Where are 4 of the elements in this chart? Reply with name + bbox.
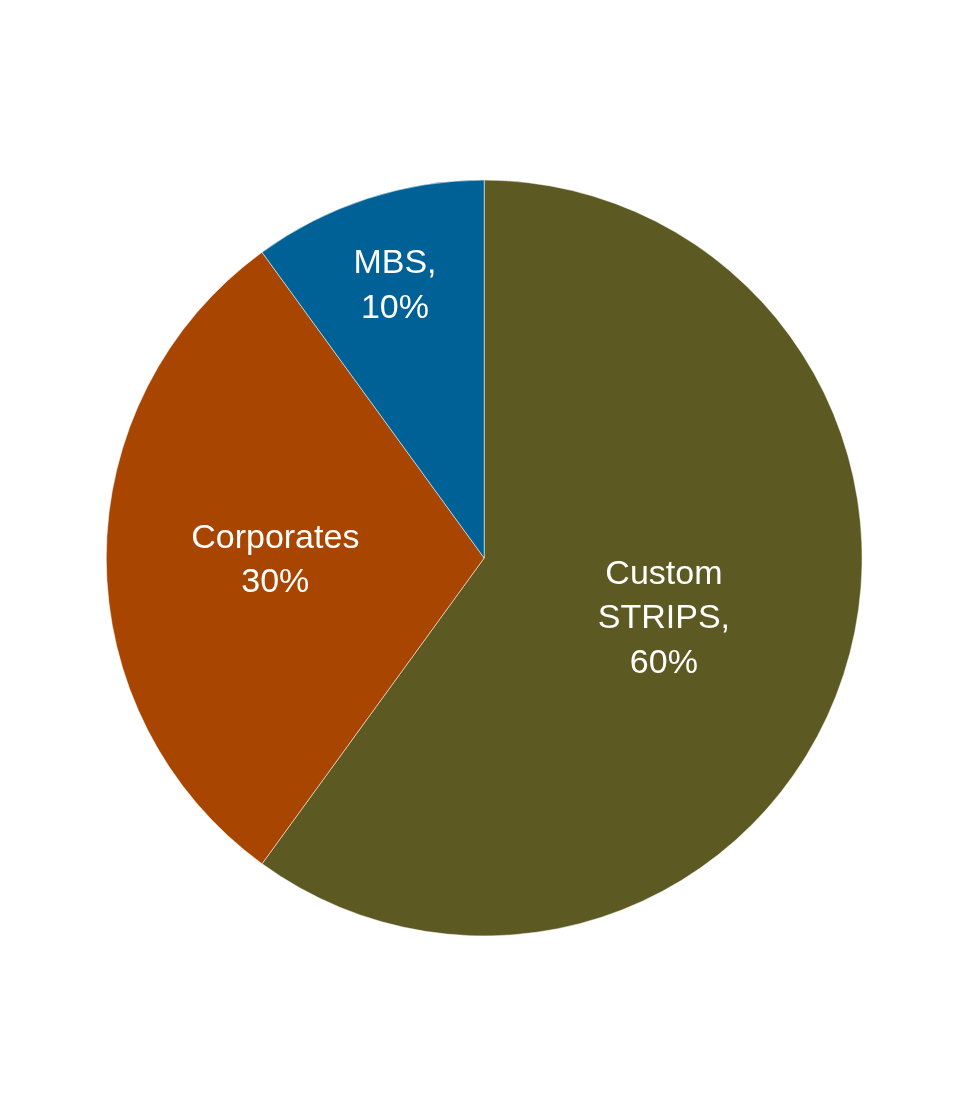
slice-label: MBS, 10%	[353, 242, 437, 325]
data-label: 30%	[241, 561, 310, 600]
slice-label: Corporates	[191, 516, 360, 555]
slice-label: Custom STRIPS, 60%	[597, 553, 731, 680]
